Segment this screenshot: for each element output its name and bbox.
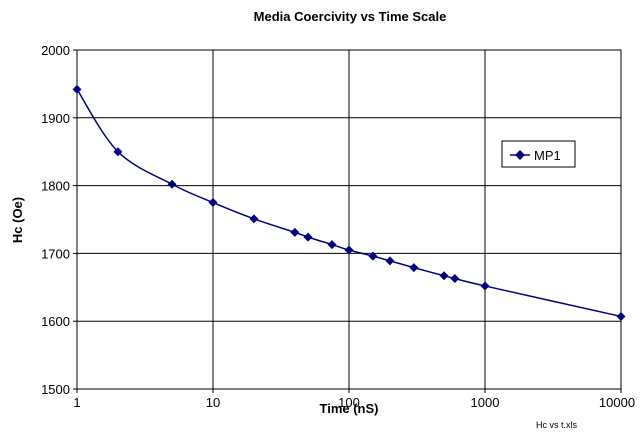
data-point bbox=[385, 256, 395, 266]
data-point bbox=[290, 227, 300, 237]
series-mp1 bbox=[72, 84, 626, 321]
data-point bbox=[344, 245, 354, 255]
legend-marker bbox=[515, 150, 525, 160]
y-tick-label: 2000 bbox=[41, 43, 70, 58]
x-axis-label: Time (nS) bbox=[320, 401, 379, 416]
y-tick-label: 1800 bbox=[41, 179, 70, 194]
x-tick-label: 1 bbox=[73, 395, 80, 410]
data-point bbox=[72, 84, 82, 94]
y-axis: 1500 1600 1700 1800 1900 2000 bbox=[41, 43, 77, 397]
chart-title: Media Coercivity vs Time Scale bbox=[254, 9, 447, 24]
x-tick-label: 1000 bbox=[471, 395, 500, 410]
x-tick-label: 10000 bbox=[599, 395, 635, 410]
data-point bbox=[167, 179, 177, 189]
legend-box bbox=[501, 140, 576, 168]
x-tick-label: 10 bbox=[206, 395, 220, 410]
grid bbox=[76, 49, 622, 390]
data-point bbox=[450, 273, 460, 283]
data-point bbox=[327, 240, 337, 250]
y-tick-label: 1900 bbox=[41, 111, 70, 126]
y-tick-label: 1500 bbox=[41, 382, 70, 397]
data-point bbox=[368, 251, 378, 261]
data-point bbox=[480, 281, 490, 291]
data-point bbox=[249, 214, 259, 224]
legend: MP1 bbox=[501, 140, 576, 168]
x-tick-label: 100 bbox=[338, 395, 360, 410]
y-tick-label: 1700 bbox=[41, 246, 70, 261]
data-point bbox=[439, 271, 449, 281]
data-point bbox=[409, 263, 419, 273]
data-point bbox=[113, 147, 123, 157]
legend-label: MP1 bbox=[534, 148, 561, 163]
y-tick-label: 1600 bbox=[41, 314, 70, 329]
data-point bbox=[208, 198, 218, 208]
data-point bbox=[303, 232, 313, 242]
x-axis: 1 10 100 1000 10000 bbox=[73, 389, 635, 410]
footnote: Hc vs t.xls bbox=[536, 420, 578, 430]
data-point bbox=[616, 311, 626, 321]
y-axis-label: Hc (Oe) bbox=[10, 197, 25, 243]
